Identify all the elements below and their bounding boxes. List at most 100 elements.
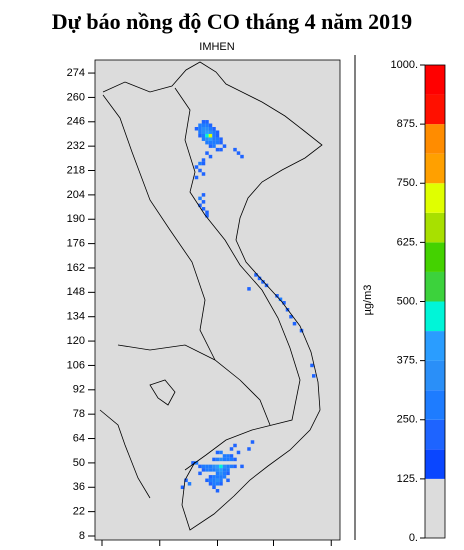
cell [194,165,199,169]
cell [212,140,216,145]
cell [201,137,206,141]
cell [201,161,206,166]
colorbar-band [425,153,445,184]
cell [205,133,209,138]
cell [226,478,230,483]
cell [222,468,227,472]
cell [233,464,237,469]
cell [215,133,220,138]
cell [194,461,199,465]
y-tick-label: 246 [67,116,85,128]
cell [201,126,206,131]
cell [208,126,213,131]
cell [219,450,223,455]
cambodia-border [117,344,271,426]
cell [226,471,230,476]
cell [222,454,227,458]
cell [215,471,220,476]
cell [201,207,206,211]
y-tick-label: 190 [67,213,85,225]
colorbar-band [425,271,445,302]
cell [208,478,213,483]
cell [226,468,230,472]
cell [198,196,202,201]
cell [191,461,195,465]
cell [212,475,216,479]
cell [215,137,220,141]
cell [229,457,234,462]
cell [208,137,213,141]
colorbar-band [425,124,445,154]
colorbar-band [425,65,445,95]
cell [205,130,209,134]
cell [222,464,227,469]
cell [198,471,202,476]
lake [149,379,176,406]
cell [233,147,237,152]
cell [201,158,206,162]
cell [198,168,202,173]
cell [254,273,258,277]
y-tick-label: 232 [67,140,85,152]
cell [215,475,220,479]
y-tick-label: 50 [73,457,85,469]
y-tick-label: 260 [67,91,85,103]
cell [205,123,209,128]
colorbar-tick-label: 250. [397,414,418,426]
cell [226,464,230,469]
cells [180,120,316,493]
cell [205,140,209,145]
y-tick-label: 134 [67,311,85,323]
subtitle: IMHEN [199,41,235,53]
gulf-coast [99,409,151,499]
cell [219,457,223,462]
cell [222,475,227,479]
cell [201,120,206,124]
cell [201,464,206,469]
cell [198,203,202,208]
cell [208,154,213,159]
y-tick-label: 176 [67,238,85,250]
vietnam-border [174,87,301,471]
cell [208,130,213,134]
y-tick-label: 78 [73,408,85,420]
cell [212,478,216,483]
cell [208,144,213,148]
laos-border [102,94,216,361]
colorbar-band [425,183,445,213]
cell [236,151,241,155]
cell [219,468,223,472]
y-tick-label: 162 [67,262,85,274]
colorbar-tick-label: 750. [397,177,418,189]
cell [194,126,199,131]
colorbar-tick-label: 0. [409,532,418,544]
colorbar-tick-label: 125. [397,473,418,485]
cell [208,482,213,486]
cell [236,450,241,455]
cell [201,130,206,134]
cell [187,482,192,486]
colorbar-band [425,94,445,125]
colorbar-band [425,419,445,450]
cell [198,133,202,138]
cell [208,133,213,138]
cell [229,464,234,469]
cell [299,328,304,333]
y-tick-label: 148 [67,286,85,298]
cell [257,276,262,281]
cell [198,126,202,131]
cell [180,485,185,490]
cell [201,133,206,138]
cell [275,294,279,298]
colorbar-band [425,360,445,391]
cell [212,485,216,490]
cell [212,464,216,469]
cell [212,144,216,148]
cell [212,482,216,486]
cell [215,488,220,493]
cell [226,457,230,462]
colorbar-band [425,331,445,361]
y-tick-label: 36 [73,481,85,493]
cell [219,482,223,486]
y-tick-label: 92 [73,384,85,396]
